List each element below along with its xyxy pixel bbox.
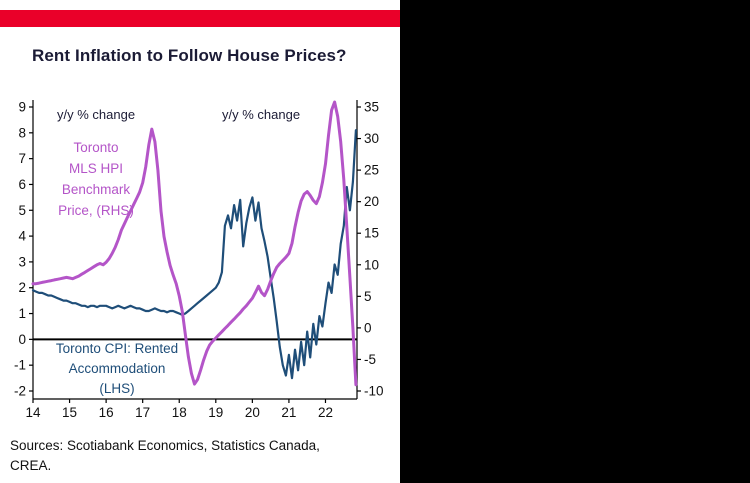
- svg-text:9: 9: [18, 100, 26, 115]
- chart-title: Rent Inflation to Follow House Prices?: [32, 46, 347, 65]
- brand-accent-bar: [0, 10, 400, 27]
- svg-text:Toronto CPI: Rented: Toronto CPI: Rented: [56, 341, 178, 356]
- svg-text:2: 2: [18, 280, 26, 295]
- svg-text:5: 5: [18, 203, 26, 218]
- svg-text:20: 20: [245, 405, 260, 420]
- svg-text:15: 15: [62, 405, 77, 420]
- svg-text:30: 30: [364, 131, 379, 146]
- svg-text:10: 10: [364, 257, 379, 272]
- sources-line-1: Sources: Scotiabank Economics, Statistic…: [10, 438, 320, 453]
- svg-text:16: 16: [99, 405, 114, 420]
- svg-text:MLS HPI: MLS HPI: [69, 161, 123, 176]
- svg-text:17: 17: [135, 405, 150, 420]
- svg-text:7: 7: [18, 151, 26, 166]
- svg-text:1: 1: [18, 306, 26, 321]
- svg-text:8: 8: [18, 125, 26, 140]
- svg-text:-2: -2: [14, 384, 26, 399]
- svg-text:3: 3: [18, 254, 26, 269]
- sources-note: Sources: Scotiabank Economics, Statistic…: [10, 436, 395, 476]
- svg-text:Price, (RHS): Price, (RHS): [58, 203, 134, 218]
- svg-text:Accommodation: Accommodation: [69, 361, 166, 376]
- svg-text:y/y % change: y/y % change: [222, 107, 300, 122]
- svg-text:(LHS): (LHS): [99, 381, 134, 396]
- svg-text:4: 4: [18, 229, 26, 244]
- svg-text:y/y % change: y/y % change: [57, 107, 135, 122]
- chart-card: 9 8 7 6 5 4 3 2 1 0 -1 -2 35 30 25 20 15 10 5 0 -5 -10 14 15 16 1…: [0, 0, 400, 483]
- svg-text:22: 22: [318, 405, 333, 420]
- svg-text:Benchmark: Benchmark: [62, 182, 131, 197]
- svg-text:14: 14: [25, 405, 41, 420]
- svg-text:19: 19: [208, 405, 223, 420]
- svg-text:6: 6: [18, 177, 26, 192]
- svg-text:25: 25: [364, 163, 379, 178]
- svg-text:-5: -5: [364, 352, 376, 367]
- sources-line-2: CREA.: [10, 458, 52, 473]
- svg-text:0: 0: [364, 320, 372, 335]
- svg-text:-1: -1: [14, 358, 26, 373]
- svg-text:18: 18: [172, 405, 187, 420]
- svg-text:20: 20: [364, 194, 379, 209]
- svg-text:5: 5: [364, 289, 372, 304]
- svg-text:15: 15: [364, 226, 379, 241]
- svg-text:Toronto: Toronto: [73, 140, 118, 155]
- svg-text:0: 0: [18, 332, 26, 347]
- svg-text:-10: -10: [364, 384, 384, 399]
- svg-text:35: 35: [364, 100, 379, 115]
- svg-text:21: 21: [281, 405, 296, 420]
